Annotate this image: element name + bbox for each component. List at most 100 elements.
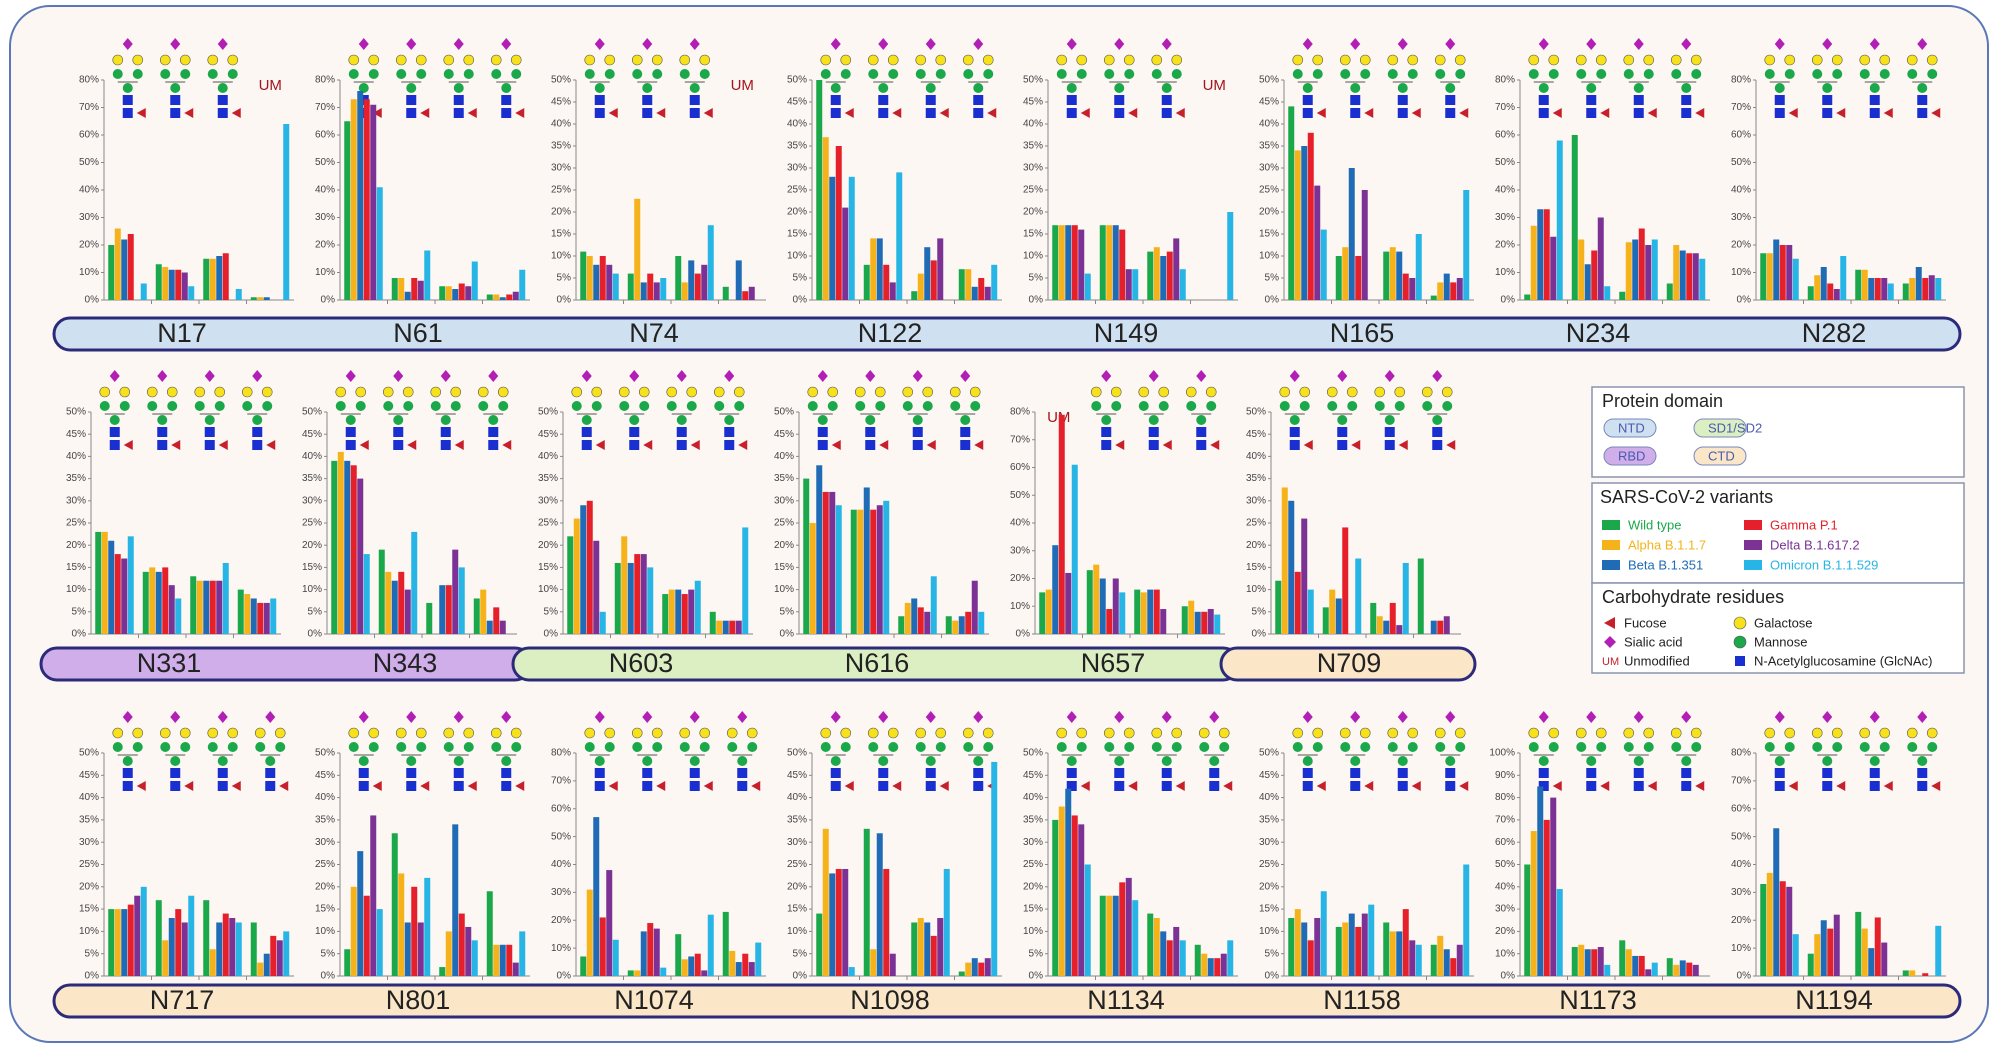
glycan-mannose — [747, 742, 758, 752]
bar — [1294, 150, 1301, 300]
glycan-mannose — [1397, 756, 1408, 766]
glycan-glcnac — [453, 95, 464, 105]
bar — [1389, 602, 1396, 634]
glycan-glcnac — [1302, 781, 1313, 791]
y-tick-label: 10% — [1495, 948, 1515, 959]
glycan-fucose — [1600, 781, 1610, 791]
bar — [1443, 949, 1450, 976]
bar — [1915, 267, 1922, 300]
bar — [621, 536, 628, 634]
glycan-galactose — [807, 386, 819, 398]
bar — [1307, 589, 1314, 634]
bar — [984, 286, 991, 300]
domain-swatch — [1693, 446, 1747, 466]
glycan-glcnac — [594, 108, 605, 118]
bar — [1275, 580, 1282, 634]
y-tick-label: 20% — [1495, 240, 1515, 251]
glycan-glcnac — [501, 781, 512, 791]
glycan-galactose — [1784, 54, 1796, 66]
glycan-glcnac — [973, 768, 984, 778]
y-tick-label: 50% — [1010, 490, 1030, 501]
glycan-galactose — [227, 727, 239, 739]
glycan-galactose — [1292, 54, 1304, 66]
y-tick-label: 40% — [787, 119, 807, 130]
legend-label: Beta B.1.351 — [1628, 557, 1703, 572]
bar — [1833, 289, 1840, 300]
y-tick-label: 10% — [787, 926, 807, 937]
bar — [480, 589, 487, 634]
y-tick-label: 40% — [1259, 119, 1279, 130]
bar — [930, 935, 937, 976]
glycan-mannose — [157, 415, 168, 425]
glycan-sialic — [1161, 711, 1172, 723]
y-tick-label: 5% — [544, 606, 559, 617]
bar — [1194, 611, 1201, 634]
glycan-mannose — [1432, 415, 1443, 425]
y-tick-label: 0% — [308, 629, 323, 640]
site-label: N1074 — [614, 985, 694, 1015]
glycan-mannose — [1445, 756, 1456, 766]
glycan-galactose — [949, 386, 961, 398]
glycan-galactose — [241, 386, 253, 398]
glycan-mannose — [1066, 756, 1077, 766]
bar — [883, 500, 890, 634]
glycan-glcnac — [594, 95, 605, 105]
bar — [1679, 960, 1686, 976]
y-tick-label: 5% — [780, 606, 795, 617]
bar — [471, 261, 478, 300]
glycan-galactose — [1185, 386, 1197, 398]
bar — [1604, 964, 1611, 976]
bar — [404, 291, 411, 300]
glycan-sialic — [1209, 711, 1220, 723]
glycan-mannose — [1633, 756, 1644, 766]
variant-swatch — [1744, 520, 1762, 530]
y-tick-label: 50% — [1023, 75, 1043, 86]
bar — [1132, 269, 1139, 300]
glycan-fucose — [454, 440, 464, 450]
y-tick-label: 70% — [1495, 102, 1515, 113]
glycan-galactose — [1103, 727, 1115, 739]
legend-label: Unmodified — [1624, 653, 1690, 668]
glycan-mannose — [1442, 401, 1453, 411]
glycan-sialic — [676, 370, 687, 382]
bar — [701, 264, 708, 300]
glycan-sialic — [1397, 38, 1408, 50]
glycan-mannose — [1161, 83, 1172, 93]
bar — [917, 607, 924, 634]
glycan-glcnac — [581, 427, 592, 437]
glycan-mannose — [1576, 69, 1587, 79]
bar — [181, 272, 188, 300]
glycan-mannose — [1347, 401, 1358, 411]
variant-swatch — [1744, 540, 1762, 550]
y-tick-label: 40% — [79, 792, 99, 803]
glycan-glcnac — [1384, 440, 1395, 450]
glycan-glcnac — [1196, 427, 1207, 437]
glycan-galactose — [348, 727, 360, 739]
glycan-sialic — [1445, 711, 1456, 723]
glycan-fucose — [515, 781, 525, 791]
bar — [445, 585, 452, 634]
glycan-mannose — [511, 69, 522, 79]
y-tick-label: 10% — [315, 926, 335, 937]
y-tick-label: 10% — [79, 926, 99, 937]
bar — [835, 868, 842, 976]
bar — [857, 509, 864, 634]
glycan-mannose — [214, 401, 225, 411]
glycan-fucose — [1459, 108, 1469, 118]
glycan-galactose — [1359, 727, 1371, 739]
glycan-fucose — [279, 781, 289, 791]
glycan-mannose — [935, 69, 946, 79]
y-tick-label: 20% — [79, 881, 99, 892]
glycan-sialic — [878, 711, 889, 723]
bar — [1383, 620, 1390, 634]
glycan-sialic — [1681, 711, 1692, 723]
glycan-galactose — [207, 54, 219, 66]
glycan-mannose — [699, 69, 710, 79]
bar — [1820, 267, 1827, 300]
glycan-sialic — [1114, 38, 1125, 50]
glycan-galactose — [1670, 54, 1682, 66]
bar — [1443, 273, 1450, 300]
y-tick-label: 25% — [1259, 185, 1279, 196]
glycan-mannose — [915, 69, 926, 79]
y-tick-label: 50% — [1731, 831, 1751, 842]
